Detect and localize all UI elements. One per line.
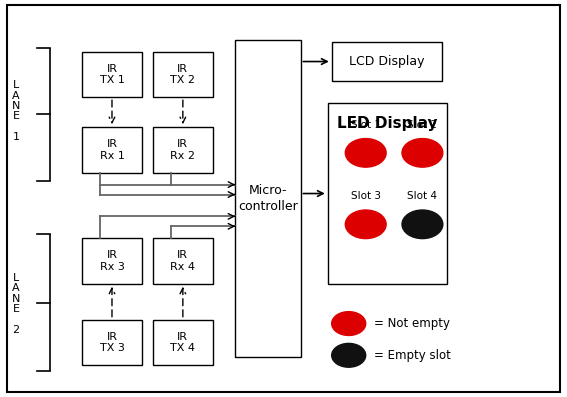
Circle shape bbox=[332, 343, 366, 367]
Circle shape bbox=[402, 139, 443, 167]
Text: IR
Rx 2: IR Rx 2 bbox=[170, 139, 196, 161]
Text: IR
Rx 3: IR Rx 3 bbox=[100, 250, 124, 272]
Text: IR
TX 1: IR TX 1 bbox=[100, 64, 124, 85]
Bar bbox=[82, 238, 142, 284]
Text: = Not empty: = Not empty bbox=[374, 317, 450, 330]
Text: IR
TX 3: IR TX 3 bbox=[100, 331, 124, 353]
Circle shape bbox=[345, 139, 386, 167]
Text: IR
Rx 1: IR Rx 1 bbox=[100, 139, 124, 161]
Text: IR
TX 2: IR TX 2 bbox=[170, 64, 196, 85]
Text: Slot 4: Slot 4 bbox=[408, 191, 437, 201]
Text: Slot 1: Slot 1 bbox=[351, 120, 380, 130]
Bar bbox=[153, 320, 213, 365]
Text: IR
TX 4: IR TX 4 bbox=[170, 331, 196, 353]
Bar bbox=[332, 42, 442, 81]
Circle shape bbox=[402, 210, 443, 239]
Text: L
A
N
E

1: L A N E 1 bbox=[12, 80, 20, 142]
Bar bbox=[153, 127, 213, 173]
Text: L
A
N
E

2: L A N E 2 bbox=[12, 273, 20, 335]
Text: LED Display: LED Display bbox=[337, 116, 438, 131]
Text: = Empty slot: = Empty slot bbox=[374, 349, 451, 362]
Text: Slot 3: Slot 3 bbox=[351, 191, 380, 201]
Text: IR
Rx 4: IR Rx 4 bbox=[170, 250, 196, 272]
Text: Micro-
controller: Micro- controller bbox=[238, 185, 298, 212]
Bar bbox=[82, 127, 142, 173]
Text: LCD Display: LCD Display bbox=[349, 55, 425, 68]
Circle shape bbox=[332, 312, 366, 335]
Circle shape bbox=[345, 210, 386, 239]
Bar bbox=[235, 40, 301, 357]
Bar bbox=[153, 52, 213, 97]
Bar bbox=[328, 103, 447, 284]
Bar bbox=[153, 238, 213, 284]
Bar bbox=[82, 52, 142, 97]
Bar bbox=[82, 320, 142, 365]
Text: Slot 2: Slot 2 bbox=[408, 120, 437, 130]
